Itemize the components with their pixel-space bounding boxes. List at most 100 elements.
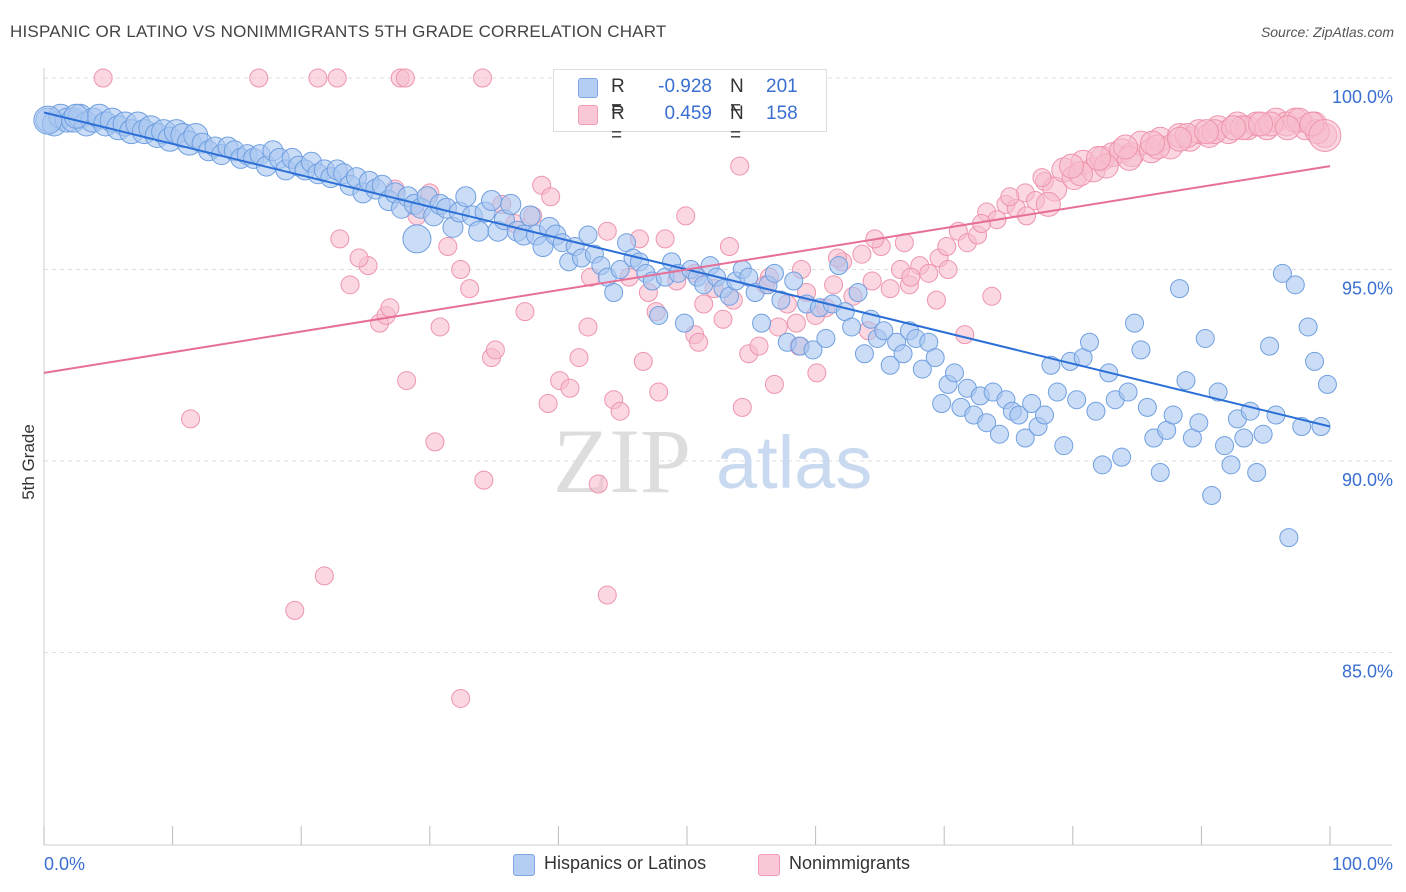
hispanics-point: [854, 344, 874, 364]
hispanics-point: [1260, 336, 1280, 356]
hispanics-point: [752, 313, 772, 333]
nonimmigrants-trend-line: [43, 165, 1331, 374]
nonimmigrants-point: [560, 378, 580, 398]
nonimmigrants-point: [588, 474, 608, 494]
hispanics-point: [1305, 351, 1325, 371]
hispanics-point: [1202, 485, 1222, 505]
nonimmigrants-point: [380, 298, 400, 318]
hispanics-point: [803, 340, 823, 360]
hispanics-point: [829, 256, 849, 276]
nonimmigrants-point: [786, 313, 806, 333]
nonimmigrants-point: [1194, 119, 1220, 145]
nonimmigrants-point: [569, 348, 589, 368]
nonimmigrants-point: [515, 302, 535, 322]
nonimmigrants-point: [655, 229, 675, 249]
nonimmigrants-point: [451, 260, 471, 279]
hispanics-point: [610, 260, 630, 279]
hispanics-point: [893, 344, 913, 364]
nonimmigrants-point: [852, 244, 872, 264]
nonimmigrants-point: [597, 585, 617, 605]
hispanics-point: [977, 413, 997, 433]
nonimmigrants-point: [938, 260, 958, 279]
nonimmigrants-point: [1221, 115, 1247, 141]
n-value: 201: [766, 76, 798, 97]
hispanics-point: [1022, 394, 1042, 414]
nonimmigrants-point: [1140, 130, 1166, 156]
hispanics-point: [1279, 528, 1299, 548]
r-value: -0.928: [658, 76, 712, 97]
hispanics-point: [1272, 263, 1292, 283]
nonimmigrants-point: [1032, 168, 1052, 188]
n-label: N =: [730, 103, 744, 146]
legend-label: Hispanics or Latinos: [544, 853, 707, 873]
nonimmigrants-point: [578, 317, 598, 337]
hispanics-point: [1292, 417, 1312, 437]
watermark: ZIP atlas: [553, 410, 872, 512]
nonimmigrants-point: [397, 371, 417, 391]
hispanics-point: [1170, 279, 1190, 299]
hispanics-point: [784, 271, 804, 291]
nonimmigrants-point: [330, 229, 350, 249]
hispanics-point: [1086, 401, 1106, 421]
nonimmigrants-point: [633, 351, 653, 371]
hispanics-point: [1163, 405, 1183, 425]
hispanics-point: [1035, 405, 1055, 425]
hispanics-point: [1298, 317, 1318, 337]
hispanics-point: [1253, 424, 1273, 444]
hispanics-point: [1009, 405, 1029, 425]
nonimmigrants-point: [880, 279, 900, 299]
watermark-atlas: atlas: [716, 421, 872, 504]
y-tick-label: 95.0%: [1342, 279, 1393, 299]
nonimmigrants-point: [485, 340, 505, 360]
nonimmigrants-point: [597, 221, 617, 241]
series-legend: Hispanics or Latinos Nonimmigrants: [0, 852, 1406, 878]
tick-labels: 100.0% 95.0% 90.0% 85.0% 0.0% 100.0%: [44, 87, 1393, 874]
hispanics-point: [912, 359, 932, 379]
hispanics-point: [1047, 382, 1067, 402]
nonimmigrants-point: [1167, 126, 1193, 152]
nonimmigrants-point: [694, 294, 714, 314]
nonimmigrants-point: [308, 68, 328, 88]
nonimmigrants-point: [451, 688, 471, 708]
hispanics-point: [1067, 390, 1087, 410]
hispanics-point: [1215, 436, 1235, 456]
nonimmigrants-point: [327, 68, 347, 88]
nonimmigrants-point: [93, 68, 113, 88]
nonimmigrants-point: [862, 271, 882, 291]
hispanics-point: [925, 348, 945, 368]
hispanics-point: [842, 317, 862, 337]
blue-swatch: [578, 78, 598, 98]
nonimmigrants-point: [1248, 111, 1274, 137]
hispanics-point: [519, 205, 541, 227]
nonimmigrants-point: [749, 336, 769, 356]
nonimmigrants-point: [538, 394, 558, 414]
hispanics-point: [1247, 462, 1267, 482]
hispanics-point: [848, 282, 868, 302]
nonimmigrants-point: [955, 325, 975, 345]
hispanics-point: [1112, 447, 1132, 467]
hispanics-point: [1041, 355, 1061, 375]
hispanics-point: [932, 394, 952, 414]
nonimmigrants-point: [541, 187, 561, 207]
hispanics-point: [1054, 436, 1074, 456]
hispanics-point: [944, 363, 964, 383]
nonimmigrants-point: [824, 275, 844, 295]
hispanics-point: [816, 328, 836, 348]
x-tick-label: 0.0%: [44, 854, 85, 874]
blue-swatch: [513, 854, 535, 876]
nonimmigrants-point: [689, 332, 709, 352]
nonimmigrants-point: [719, 237, 739, 257]
r-label: R =: [611, 103, 625, 146]
hispanics-point: [63, 103, 89, 129]
nonimmigrants-point: [919, 263, 939, 283]
nonimmigrants-point: [1000, 187, 1020, 207]
legend-label: Nonimmigrants: [789, 853, 911, 873]
nonimmigrants-point: [285, 600, 305, 620]
hispanics-point: [1080, 332, 1100, 352]
hispanics-point: [1317, 374, 1337, 394]
hispanics-point: [1234, 428, 1254, 448]
source-label: Source: ZipAtlas.com: [1260, 24, 1394, 40]
hispanics-point: [874, 321, 894, 341]
y-tick-label: 85.0%: [1342, 662, 1393, 682]
hispanics-point: [989, 424, 1009, 444]
